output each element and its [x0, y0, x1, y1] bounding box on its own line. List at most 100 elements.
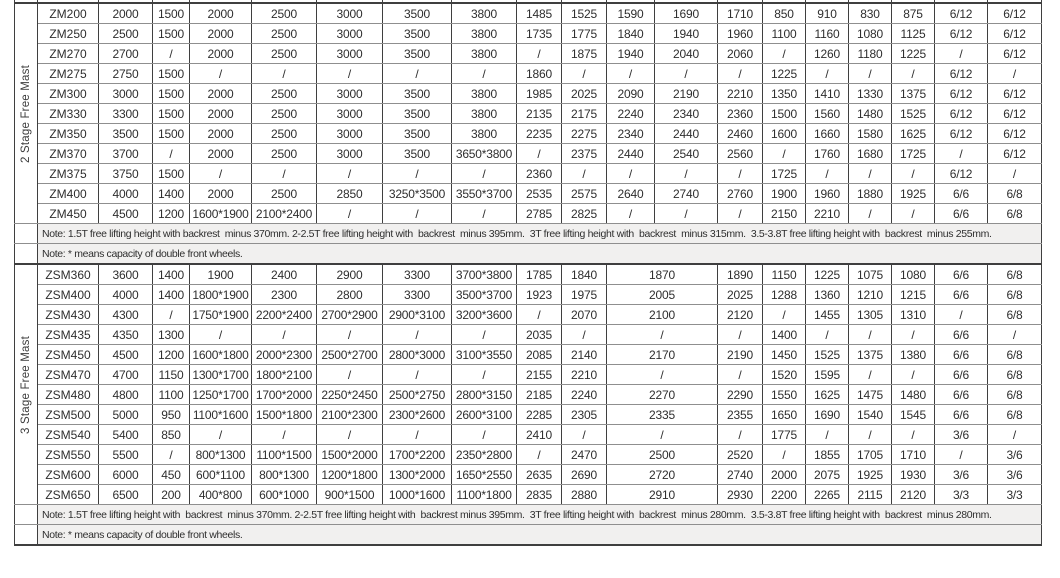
spec-cell: 2340: [606, 123, 655, 144]
spec-cell: /: [316, 163, 383, 184]
spec-cell: 1500: [152, 63, 190, 84]
spec-cell: 6/12: [987, 83, 1042, 104]
spec-cell: 4000: [98, 284, 153, 305]
spec-cell: /: [516, 304, 562, 325]
spec-cell: 6/6: [934, 263, 988, 285]
spec-cell: 1225: [891, 43, 935, 64]
spec-cell: 4000: [98, 183, 153, 204]
spec-cell: /: [717, 424, 763, 445]
spec-cell: 6/12: [987, 43, 1042, 64]
spec-cell: 1260: [805, 43, 849, 64]
spec-cell: 3500: [382, 83, 452, 104]
spec-cell: 3800: [451, 123, 517, 144]
spec-cell: 2635: [516, 464, 562, 485]
spec-cell: 1225: [805, 263, 849, 285]
spec-cell: 5400: [98, 424, 153, 445]
spec-cell: 910: [805, 2, 849, 24]
spec-cell: /: [382, 163, 452, 184]
spec-cell: /: [606, 324, 718, 345]
table-row: ZM450 4500 1200 1600*1900 2100*2400///2785 28…: [15, 203, 1042, 224]
spec-cell: 1330: [848, 83, 892, 104]
spec-cell: 1775: [762, 424, 806, 445]
spec-cell: 1400: [152, 284, 190, 305]
model-cell: ZSM540: [37, 424, 99, 445]
spec-cell: 2000: [189, 2, 252, 24]
spec-cell: 200: [152, 484, 190, 505]
spec-cell: /: [654, 63, 718, 84]
table-row: ZSM450 4500 1200 1600*1800 2000*2300 2500*270…: [15, 344, 1042, 365]
spec-cell: 3000: [316, 123, 383, 144]
spec-cell: 1690: [805, 404, 849, 425]
spec-cell: /: [891, 364, 935, 385]
spec-cell: 3500: [382, 143, 452, 164]
spec-cell: 2185: [516, 384, 562, 405]
section-label: 3 Stage Free Mast: [20, 335, 32, 434]
note-text: Note: * means capacity of double front w…: [37, 524, 1042, 546]
spec-cell: 2000: [189, 183, 252, 204]
spec-cell: 1400: [152, 183, 190, 204]
spec-cell: 2000: [189, 143, 252, 164]
spec-cell: /: [717, 163, 763, 184]
spec-cell: /: [805, 163, 849, 184]
model-cell: ZM400: [37, 183, 99, 204]
spec-cell: /: [561, 163, 607, 184]
spec-cell: 2240: [561, 384, 607, 405]
model-cell: ZM270: [37, 43, 99, 64]
spec-cell: 3500: [98, 123, 153, 144]
spec-cell: 2500*2700: [316, 344, 383, 365]
spec-cell: 6/6: [934, 404, 988, 425]
spec-cell: /: [848, 63, 892, 84]
spec-cell: 1080: [891, 263, 935, 285]
spec-cell: 1500: [152, 123, 190, 144]
spec-cell: /: [451, 424, 517, 445]
spec-cell: 3000: [316, 83, 383, 104]
spec-cell: /: [848, 203, 892, 224]
spec-cell: 1125: [891, 23, 935, 44]
table-row: ZSM480 4800 1100 1250*1700 1700*2000 2250*245…: [15, 384, 1042, 405]
spec-cell: /: [654, 163, 718, 184]
spec-cell: /: [316, 63, 383, 84]
spec-cell: 3250*3500: [382, 183, 452, 204]
spec-cell: 1725: [891, 143, 935, 164]
spec-cell: 1410: [805, 83, 849, 104]
spec-cell: /: [152, 143, 190, 164]
model-cell: ZSM400: [37, 284, 99, 305]
spec-cell: 1300*1700: [189, 364, 252, 385]
spec-cell: 1710: [891, 444, 935, 465]
spec-cell: 2150: [762, 203, 806, 224]
spec-cell: 1875: [561, 43, 607, 64]
spec-cell: 3000: [316, 103, 383, 124]
spec-cell: 1500: [152, 23, 190, 44]
spec-cell: 1500: [152, 2, 190, 24]
spec-cell: /: [891, 324, 935, 345]
spec-cell: 2410: [516, 424, 562, 445]
spec-cell: 2200*2400: [251, 304, 317, 325]
spec-cell: 5000: [98, 404, 153, 425]
spec-cell: 6/12: [934, 83, 988, 104]
spec-cell: 6/6: [934, 364, 988, 385]
spec-cell: 1705: [848, 444, 892, 465]
model-cell: ZSM360: [37, 263, 99, 285]
spec-cell: /: [805, 324, 849, 345]
model-cell: ZSM450: [37, 344, 99, 365]
spec-cell: 3000: [316, 43, 383, 64]
spec-cell: 4800: [98, 384, 153, 405]
table-row: ZM275 2750 1500// / //1860// //1225///6/12/: [15, 63, 1042, 84]
note-lead-cell: [14, 524, 38, 546]
table-row: ZM350 3500 1500 2000 2500 3000 3500 3800 2235 227…: [15, 123, 1042, 144]
spec-cell: 2800*3000: [382, 344, 452, 365]
spec-cell: 2835: [516, 484, 562, 505]
spec-cell: 2265: [805, 484, 849, 505]
spec-cell: 1450: [762, 344, 806, 365]
spec-cell: 1000*1600: [382, 484, 452, 505]
model-cell: ZSM650: [37, 484, 99, 505]
spec-cell: 1500: [762, 103, 806, 124]
spec-cell: 3000: [98, 83, 153, 104]
spec-cell: 2500: [251, 183, 317, 204]
spec-cell: 2025: [717, 284, 763, 305]
spec-cell: 2930: [717, 484, 763, 505]
spec-cell: 3/3: [987, 484, 1042, 505]
spec-cell: 2120: [891, 484, 935, 505]
spec-cell: 1650*2550: [451, 464, 517, 485]
model-cell: ZM375: [37, 163, 99, 184]
